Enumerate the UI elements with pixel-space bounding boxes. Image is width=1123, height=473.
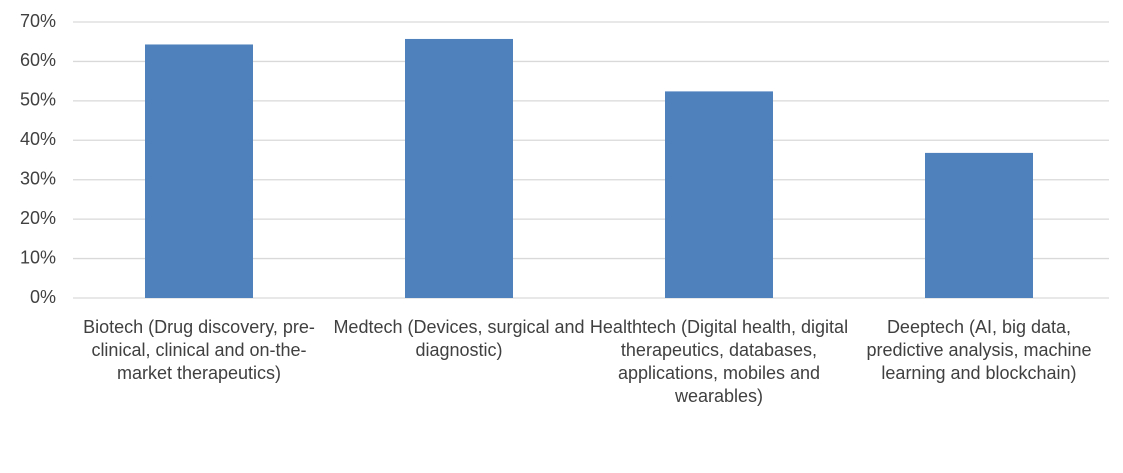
y-tick-label: 30%	[20, 168, 56, 188]
y-tick-label: 20%	[20, 208, 56, 228]
x-tick-label: Medtech (Devices, surgical and diagnosti…	[333, 317, 585, 360]
bar	[665, 91, 773, 298]
bar	[925, 152, 1033, 298]
y-tick-label: 0%	[30, 287, 56, 307]
x-tick-label: Biotech (Drug discovery, pre-clinical, c…	[83, 317, 315, 383]
y-tick-label: 10%	[20, 247, 56, 267]
y-tick-label: 70%	[20, 11, 56, 31]
x-tick-label: Deeptech (AI, big data, predictive analy…	[866, 317, 1092, 383]
y-tick-label: 40%	[20, 129, 56, 149]
bar	[405, 38, 513, 298]
y-tick-label: 50%	[20, 90, 56, 110]
bar	[145, 44, 253, 298]
y-tick-label: 60%	[20, 50, 56, 70]
x-tick-label: Healthtech (Digital health, digital ther…	[589, 317, 849, 406]
